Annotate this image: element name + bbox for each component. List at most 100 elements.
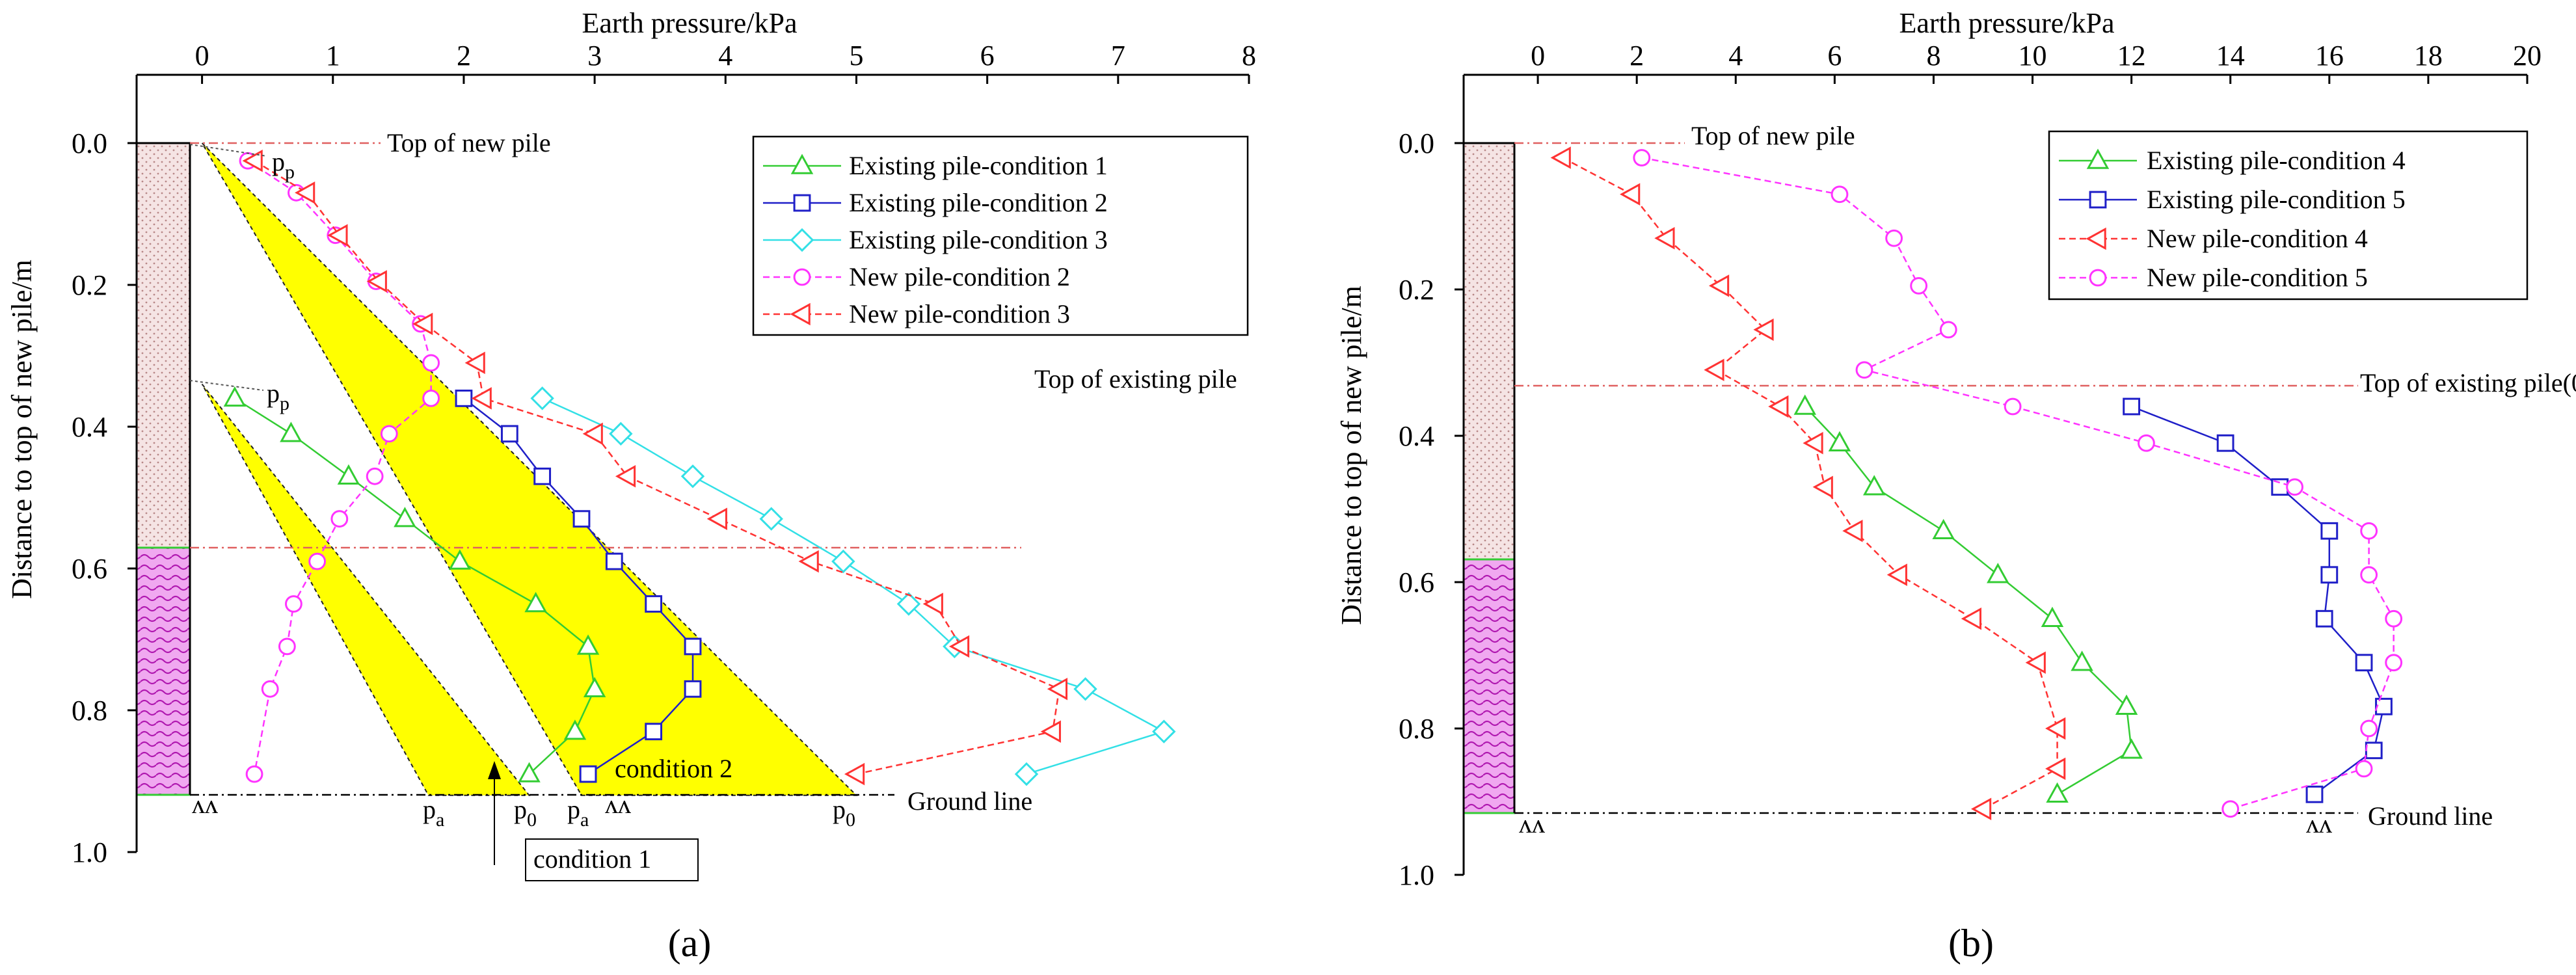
y-ticks: 0.0 0.2 0.4 0.6 0.8 1.0: [72, 127, 137, 868]
y-ticks-b: 0.0 0.2 0.4 0.6 0.8 1.0: [1399, 127, 1464, 891]
x-tick-label: 0: [1531, 40, 1545, 72]
soil-symbol-mid: ʌʌ: [605, 790, 631, 819]
data-point: [2221, 800, 2240, 818]
data-point: [2360, 566, 2378, 584]
x-tick-label: 2: [457, 40, 471, 72]
condition-1-arrowhead: [488, 761, 501, 779]
y-axis-title: Distance to top of new pile/m: [6, 260, 38, 599]
annotation-condition-1: condition 1: [533, 844, 651, 874]
panel-label-b: (b): [1948, 922, 1994, 965]
data-point: [524, 591, 547, 613]
legend-swatch-marker: [2086, 227, 2106, 250]
data-point: [579, 765, 597, 783]
data-point: [2046, 782, 2069, 803]
legend-item: Existing pile-condition 5: [2059, 185, 2406, 214]
series-line: [463, 397, 694, 775]
data-point: [706, 507, 727, 530]
x-tick-label: 1: [326, 40, 340, 72]
series-existing-pile-condition-2: [455, 390, 702, 783]
data-point: [1987, 563, 2009, 583]
y-tick-label: 1.0: [1399, 859, 1434, 891]
legend-label: New pile-condition 5: [2147, 263, 2368, 292]
data-point: [2286, 478, 2303, 496]
legend-item: New pile-condition 4: [2059, 224, 2368, 253]
series-line: [1641, 157, 2395, 810]
x-tick-label: 20: [2513, 40, 2542, 72]
data-point: [684, 680, 702, 698]
legend-swatch-marker: [2086, 148, 2110, 169]
series-existing-pile-condition-1: [223, 386, 606, 782]
x-ticks-b: 0 2 4 6 8 10 12 14 16 18 20: [1531, 40, 2542, 84]
pp-1-leader: [189, 144, 267, 157]
series-line: [542, 397, 1166, 775]
data-point: [1862, 475, 1886, 496]
data-point: [448, 549, 472, 570]
legend-item: New pile-condition 3: [763, 299, 1070, 328]
data-point: [563, 719, 587, 740]
legend-b: Existing pile-condition 4 Existing pile-c…: [2048, 130, 2529, 301]
label-top-existing-pile: Top of existing pile: [1034, 364, 1237, 394]
data-point: [1620, 183, 1641, 206]
data-point: [366, 467, 384, 485]
data-point: [422, 354, 440, 372]
panel-b: 0 2 4 6 8 10 12 14 16 18 20 0.0 0.2 0.4 0.6 0.8 1.0 Ear…: [1335, 7, 2576, 965]
data-point: [278, 637, 296, 656]
data-point: [1704, 358, 1724, 381]
data-point: [684, 637, 702, 656]
x-tick-label: 12: [2117, 40, 2146, 72]
data-point: [798, 550, 819, 573]
legend-item: New pile-condition 5: [2059, 263, 2368, 292]
data-point: [518, 762, 541, 782]
x-axis-title: Earth pressure/kPa: [582, 7, 797, 39]
x-tick-label: 18: [2414, 40, 2443, 72]
series-new-pile-condition-2: [239, 152, 440, 783]
x-tick-label: 2: [1630, 40, 1644, 72]
data-point: [533, 467, 552, 485]
series-line: [254, 160, 1060, 775]
data-point: [645, 595, 663, 613]
x-axis-title-b: Earth pressure/kPa: [1899, 7, 2114, 39]
data-point: [2041, 606, 2064, 627]
legend-swatch-marker: [2089, 269, 2107, 287]
data-point: [295, 181, 315, 204]
label-ground-line-b: Ground line: [2368, 801, 2493, 831]
y-axis-title-b: Distance to top of new pile/m: [1335, 286, 1367, 625]
svg-text:pp: pp: [272, 147, 295, 183]
data-point: [583, 676, 606, 697]
legend-item: Existing pile-condition 1: [763, 151, 1108, 180]
data-point: [2071, 650, 2093, 671]
existing-pile-region: [135, 546, 191, 796]
series-line: [234, 397, 596, 775]
x-tick-label: 16: [2315, 40, 2344, 72]
data-point: [1812, 475, 1833, 498]
legend-swatch-marker: [793, 194, 811, 212]
legend-item: New pile-condition 2: [763, 262, 1070, 291]
data-point: [605, 552, 623, 570]
label-ground-line: Ground line: [907, 786, 1032, 816]
data-point: [455, 390, 473, 407]
series-line: [1562, 157, 2058, 810]
x-tick-label: 8: [1926, 40, 1940, 72]
legend-item: Existing pile-condition 4: [2059, 146, 2406, 175]
data-point: [615, 465, 636, 488]
series-existing-pile-condition-5: [2123, 397, 2393, 803]
data-point: [500, 425, 518, 443]
data-point: [2216, 434, 2234, 452]
soil-symbol-left: ʌʌ: [192, 790, 218, 819]
annotation-pp-2: pp: [267, 379, 289, 414]
data-point: [1961, 608, 1981, 630]
data-point: [609, 421, 633, 446]
legend-swatch-marker: [793, 268, 811, 286]
data-point: [2315, 609, 2333, 628]
legend-swatch-marker: [2089, 191, 2107, 209]
data-point: [2375, 697, 2393, 715]
data-point: [2120, 738, 2143, 759]
data-point: [412, 312, 433, 336]
new-pile-region: [135, 142, 191, 549]
label-top-new-pile: Top of new pile: [387, 128, 551, 157]
series-new-pile-condition-3: [242, 150, 1067, 786]
x-tick-label: 4: [718, 40, 732, 72]
existing-pile-region-b: [1462, 558, 1516, 814]
data-point: [2385, 654, 2403, 672]
x-tick-label: 8: [1242, 40, 1256, 72]
